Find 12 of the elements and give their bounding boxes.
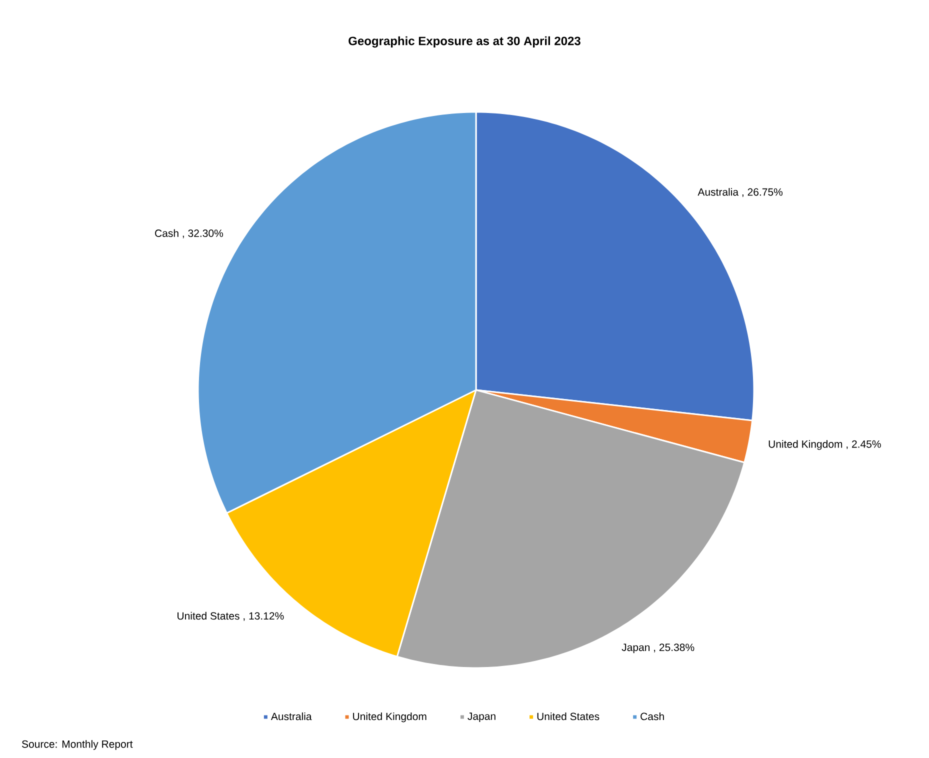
chart-title: Geographic Exposure as at 30 April 2023 [348, 36, 580, 48]
data-label: United Kingdom , 2.45% [768, 440, 881, 450]
legend-label: Cash [640, 712, 664, 720]
legend-label: United States [537, 712, 600, 720]
legend-label: United Kingdom [353, 712, 426, 722]
data-label: Australia , 26.75% [698, 188, 783, 197]
data-label: United States , 13.12% [178, 612, 284, 621]
legend-label: Australia [270, 712, 312, 720]
source-note: Source: Monthly Report [22, 740, 133, 750]
data-label: Japan , 25.38% [622, 644, 694, 654]
legend-label: Japan [468, 712, 496, 722]
data-label: Cash , 32.30% [155, 229, 224, 238]
